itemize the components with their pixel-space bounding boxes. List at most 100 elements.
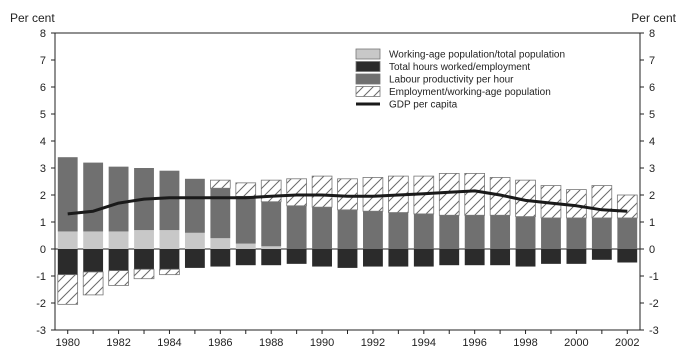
y-tick-label-left: 6 <box>40 82 46 94</box>
employment-working-age-bar-1982 <box>108 270 129 286</box>
total-hours-worked-bar-1984 <box>159 249 180 270</box>
y-tick-label-right: 3 <box>649 163 655 175</box>
total-hours-worked-bar-1992 <box>363 249 383 267</box>
y-tick-label-right: 6 <box>649 82 655 94</box>
labour-productivity-bar-2001 <box>591 217 612 249</box>
labour-productivity-bar-1981 <box>83 162 104 232</box>
labour-productivity-bar-1997 <box>490 215 511 249</box>
employment-working-age-bar-1986 <box>210 179 231 189</box>
labour-productivity-bar-2002 <box>617 217 638 249</box>
x-tick-label: 1982 <box>106 337 130 349</box>
total-hours-worked-bar-2000 <box>566 249 587 264</box>
x-tick-label: 1986 <box>208 337 232 349</box>
x-tick-label: 1998 <box>513 337 537 349</box>
total-hours-worked-bar-1994 <box>413 249 434 267</box>
labour-productivity-bar-1996 <box>464 215 485 249</box>
labour-productivity-bar-1993 <box>388 212 409 249</box>
legend-label: Total hours worked/employment <box>389 62 530 73</box>
labour-productivity-bar-1984 <box>159 170 180 231</box>
labour-productivity-bar-1982 <box>108 166 129 232</box>
employment-working-age-bar-1980 <box>57 274 79 305</box>
legend-swatch <box>355 48 381 60</box>
employment-working-age-bar-1987 <box>235 182 257 197</box>
total-hours-worked-bar-2001 <box>591 249 612 260</box>
employment-working-age-bar-2002 <box>616 194 638 219</box>
y-tick-label-left: 0 <box>40 244 46 256</box>
y-tick-label-left: 2 <box>40 190 46 202</box>
labour-productivity-bar-1980 <box>57 157 78 232</box>
x-tick-label: 1992 <box>361 337 385 349</box>
total-hours-worked-bar-1980 <box>57 249 78 275</box>
working-age-population-bar-1985 <box>184 232 205 249</box>
labour-productivity-bar-1986 <box>210 188 231 239</box>
y-tick-label-left: 5 <box>40 109 46 121</box>
labour-productivity-bar-1989 <box>286 205 307 249</box>
working-age-population-bar-1980 <box>57 231 78 249</box>
labour-productivity-bar-1990 <box>312 207 332 249</box>
y-tick-label-right: 7 <box>649 55 655 67</box>
total-hours-worked-bar-1996 <box>464 249 485 266</box>
employment-working-age-bar-1989 <box>286 178 307 207</box>
employment-working-age-bar-1984 <box>159 268 180 276</box>
y-tick-label-left: 8 <box>40 28 46 40</box>
labour-productivity-bar-1991 <box>337 209 358 249</box>
y-tick-label-right: -1 <box>649 271 659 283</box>
y-tick-label-left: -3 <box>36 325 46 337</box>
working-age-population-bar-1982 <box>108 231 129 249</box>
labour-productivity-bar-1995 <box>439 215 460 249</box>
legend-label: Labour productivity per hour <box>389 75 514 86</box>
y-tick-label-right: -3 <box>649 325 659 337</box>
y-tick-label-left: 3 <box>40 163 46 175</box>
employment-working-age-bar-2001 <box>591 185 613 219</box>
total-hours-worked-bar-1995 <box>439 249 460 266</box>
y-tick-label-left: -2 <box>36 298 46 310</box>
working-age-population-bar-1986 <box>210 238 231 249</box>
x-tick-label: 1988 <box>259 337 283 349</box>
working-age-population-bar-1981 <box>83 231 104 249</box>
labour-productivity-bar-1992 <box>363 211 383 249</box>
legend-swatch <box>355 61 381 72</box>
total-hours-worked-bar-1986 <box>210 249 231 267</box>
legend-label: Working-age population/total population <box>389 50 565 61</box>
total-hours-worked-bar-2002 <box>617 249 638 263</box>
y-unit-right: Per cent <box>631 11 676 25</box>
y-tick-label-left: 7 <box>40 55 46 67</box>
y-tick-label-right: 1 <box>649 217 655 229</box>
total-hours-worked-bar-1983 <box>134 249 154 270</box>
labour-productivity-bar-1988 <box>261 201 282 247</box>
legend: Working-age population/total populationT… <box>355 48 565 111</box>
y-tick-label-right: 0 <box>649 244 655 256</box>
total-hours-worked-bar-1999 <box>541 249 561 264</box>
total-hours-worked-bar-1990 <box>312 249 332 267</box>
legend-swatch <box>355 73 381 85</box>
employment-working-age-bar-1988 <box>260 179 282 203</box>
x-tick-label: 2000 <box>564 337 588 349</box>
employment-working-age-bar-1991 <box>337 178 358 211</box>
employment-working-age-bar-1996 <box>464 172 485 216</box>
x-tick-label: 1996 <box>462 337 486 349</box>
employment-working-age-bar-1983 <box>133 268 155 280</box>
y-tick-label-right: 8 <box>649 28 655 40</box>
x-tick-label: 1984 <box>157 337 181 349</box>
legend-swatch <box>355 86 381 97</box>
x-tick-label: 1990 <box>310 337 334 349</box>
total-hours-worked-bar-1998 <box>515 249 536 267</box>
labour-productivity-bar-1985 <box>184 178 205 233</box>
employment-working-age-bar-1981 <box>82 271 104 296</box>
total-hours-worked-bar-1985 <box>184 249 205 268</box>
working-age-population-bar-1983 <box>134 230 154 249</box>
total-hours-worked-bar-1982 <box>108 249 129 271</box>
working-age-population-bar-1987 <box>235 243 256 249</box>
labour-productivity-bar-1987 <box>235 196 256 244</box>
y-tick-label-right: 2 <box>649 190 655 202</box>
legend-label: GDP per capita <box>389 100 458 111</box>
legend-label: Employment/working-age population <box>389 87 551 98</box>
plot-frame <box>54 32 641 331</box>
total-hours-worked-bar-1988 <box>261 249 282 266</box>
total-hours-worked-bar-1987 <box>235 249 256 266</box>
labour-productivity-bar-1999 <box>541 217 561 249</box>
labour-productivity-bar-2000 <box>566 217 587 249</box>
y-unit-left: Per cent <box>10 11 55 25</box>
y-tick-label-right: -2 <box>649 298 659 310</box>
working-age-population-bar-1984 <box>159 230 180 249</box>
